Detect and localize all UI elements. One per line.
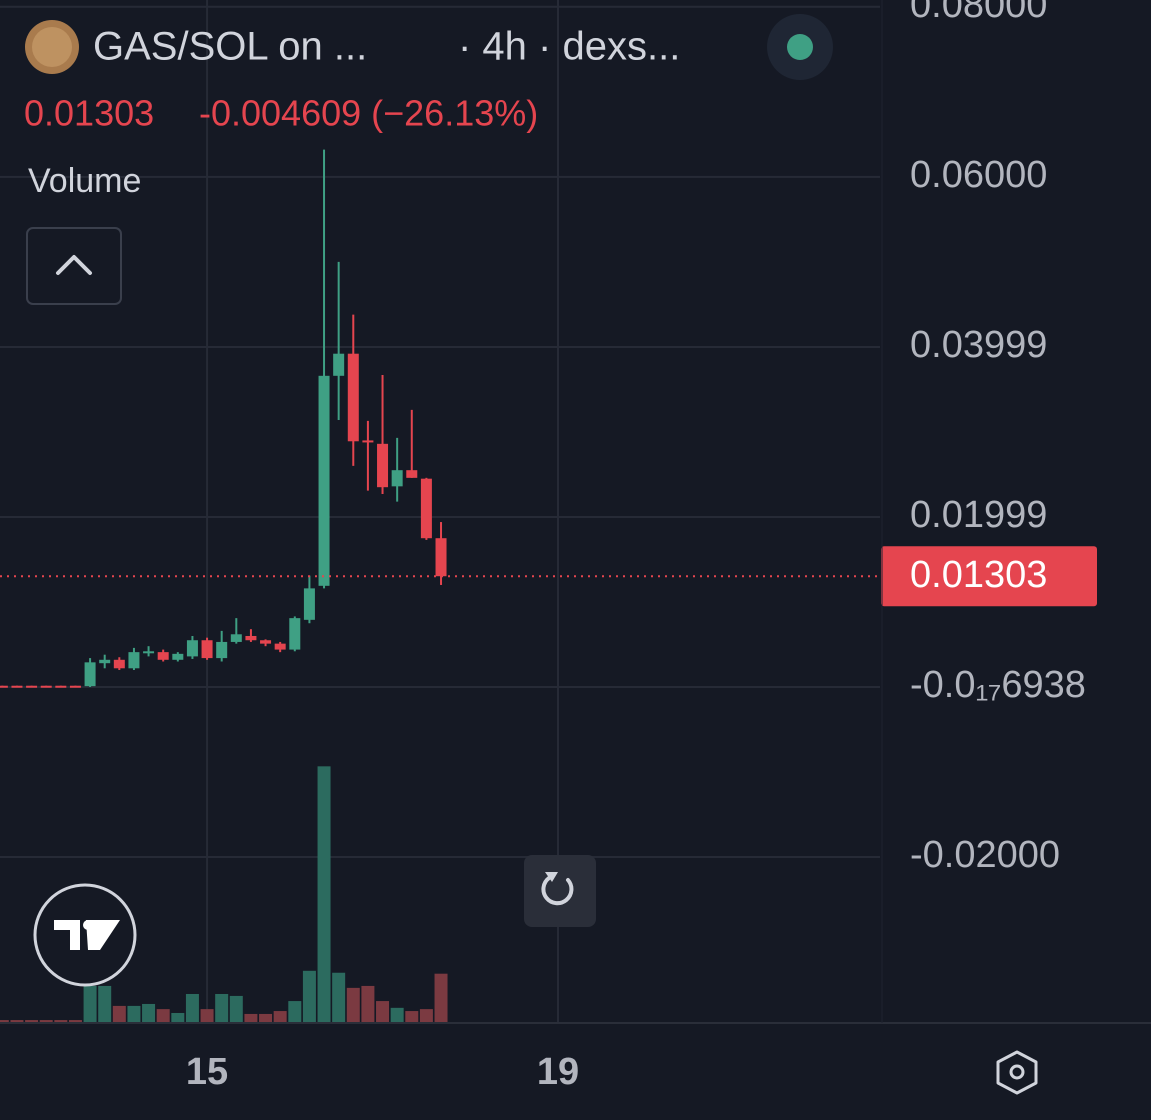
- candle-body: [406, 470, 418, 478]
- collapse-button[interactable]: [26, 227, 122, 305]
- candle-body: [333, 353, 345, 376]
- volume-bar: [273, 1011, 287, 1022]
- candle-body: [201, 640, 213, 659]
- candle-body: [143, 651, 155, 654]
- grid: [0, 0, 880, 1022]
- candle-body: [128, 652, 140, 669]
- interval-source: · 4h · dexs...: [458, 25, 680, 69]
- candle-body: [216, 641, 228, 659]
- x-tick-label: 19: [537, 1051, 579, 1093]
- candle-body: [377, 443, 389, 488]
- volume-bar: [332, 972, 346, 1022]
- volume-bar: [390, 1007, 404, 1022]
- y-tick-label: 0.01999: [910, 494, 1047, 536]
- candle-body: [303, 588, 315, 620]
- last-price-label: 0.01303: [910, 554, 1047, 596]
- volume-bar: [54, 1020, 68, 1022]
- volume-bar: [346, 987, 360, 1022]
- volume-bar: [376, 1001, 390, 1022]
- candle-body: [40, 685, 52, 688]
- volume-bar: [0, 1020, 9, 1022]
- volume-bar: [302, 970, 316, 1022]
- volume-bar: [98, 985, 112, 1022]
- candle-body: [347, 353, 359, 442]
- last-price-box: [881, 546, 1097, 607]
- volume-bar: [39, 1020, 53, 1022]
- settings-button[interactable]: [996, 1050, 1038, 1095]
- volume-bar: [142, 1003, 156, 1022]
- settings-icon: [1009, 1064, 1025, 1080]
- candle-body: [157, 652, 169, 660]
- volume-bar: [229, 995, 243, 1022]
- candle-body: [245, 635, 257, 641]
- volume-bar: [25, 1020, 39, 1022]
- volume-bar: [112, 1005, 126, 1022]
- volume-bar: [317, 766, 331, 1022]
- volume-bar: [171, 1012, 185, 1022]
- candle-body: [318, 375, 330, 586]
- header-change: -0.004609 (−26.13%): [199, 93, 538, 134]
- candle-body: [230, 634, 242, 642]
- status-dot: [787, 34, 813, 60]
- volume-bar: [419, 1009, 433, 1022]
- candle-body: [274, 643, 286, 650]
- candle-body: [84, 662, 96, 687]
- volume-bar: [288, 1001, 302, 1022]
- candle-body: [186, 640, 198, 657]
- candle-body: [172, 653, 184, 660]
- reset-arrow: [545, 872, 558, 882]
- candle-body: [391, 470, 403, 487]
- candle-body: [113, 659, 125, 669]
- y-tick-label: -0.0₁₇6938: [910, 664, 1086, 706]
- overlay-layer: 0.08000 0.06000 0.03999 0.01999 -0.0₁₇6938 -0…: [0, 0, 1097, 1093]
- tradingview-logo[interactable]: [33, 883, 137, 987]
- tradingview-mark: [54, 920, 120, 950]
- token-avatar-inner: [32, 27, 72, 67]
- volume-bar: [215, 993, 229, 1022]
- volume-bar: [10, 1020, 24, 1022]
- candle-body: [420, 478, 432, 539]
- y-tick-label: 0.08000: [910, 0, 1047, 26]
- volume-bar: [244, 1013, 258, 1022]
- candle-body: [55, 685, 67, 688]
- reset-icon: [541, 876, 574, 906]
- candle-body: [435, 538, 447, 577]
- reset-button[interactable]: [524, 855, 596, 927]
- volume-bar: [405, 1011, 419, 1022]
- candle-body: [0, 685, 8, 688]
- volume-bar: [434, 973, 448, 1022]
- volume-bar: [259, 1013, 273, 1022]
- volume-bar: [68, 1020, 82, 1022]
- volume-layer: [0, 766, 448, 1022]
- candle-body: [11, 685, 23, 688]
- volume-bar: [127, 1005, 141, 1022]
- tradingview-dot: [83, 920, 93, 930]
- header-price: 0.01303: [24, 93, 154, 134]
- volume-bar: [200, 1009, 214, 1022]
- candle-layer: [0, 149, 447, 688]
- candle-body: [362, 440, 374, 443]
- candle-body: [26, 685, 38, 688]
- candle-body: [99, 659, 111, 664]
- x-tick-label: 15: [186, 1051, 228, 1093]
- volume-bar: [83, 985, 97, 1022]
- y-tick-label: 0.06000: [910, 154, 1047, 196]
- volume-bar: [361, 985, 375, 1022]
- y-tick-label: -0.02000: [910, 834, 1060, 876]
- y-tick-label: 0.03999: [910, 324, 1047, 366]
- volume-legend: Volume: [28, 162, 141, 200]
- volume-bar: [156, 1009, 170, 1022]
- candle-body: [260, 640, 272, 644]
- symbol-title[interactable]: GAS/SOL on ...: [93, 25, 367, 69]
- candle-body: [69, 685, 81, 688]
- candle-body: [289, 618, 301, 650]
- collapse-chevron: [56, 255, 92, 275]
- volume-bar: [185, 993, 199, 1022]
